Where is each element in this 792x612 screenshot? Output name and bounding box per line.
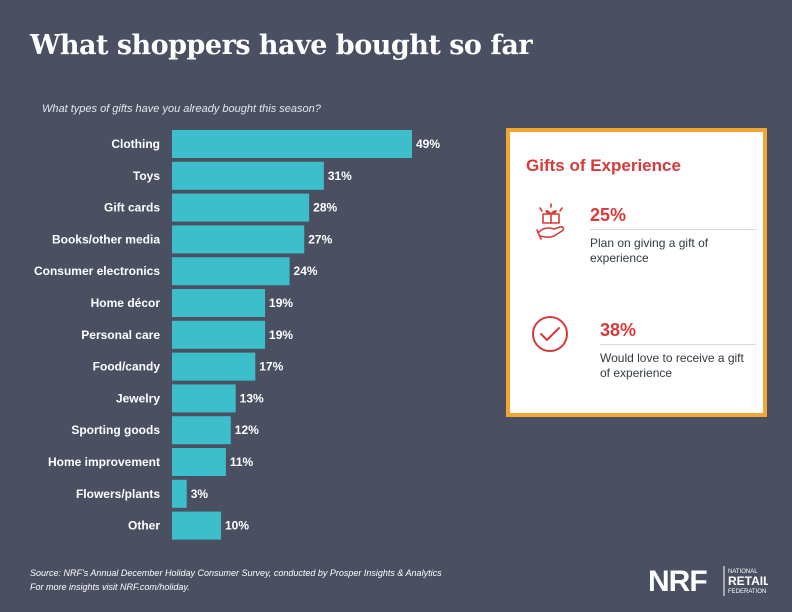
value-label: 10% [225, 519, 249, 533]
category-label: Flowers/plants [76, 487, 160, 501]
check-circle-icon [532, 316, 568, 352]
category-label: Gift cards [104, 201, 160, 215]
bar [172, 448, 226, 476]
bar [172, 257, 290, 286]
source-link-line[interactable]: For more insights visit NRF.com/holiday. [30, 582, 190, 592]
value-label: 49% [416, 137, 440, 151]
stat-description: Plan on giving a gift of experience [590, 236, 709, 265]
value-label: 12% [235, 423, 259, 437]
category-label: Toys [133, 169, 160, 183]
source-note: Source: NRF's Annual December Holiday Co… [30, 566, 442, 594]
bar [172, 289, 266, 317]
nrf-logo: NRF NATIONAL RETAIL FEDERATION [648, 565, 768, 598]
bar [172, 416, 231, 445]
category-label: Jewelry [116, 391, 160, 405]
source-line: Source: NRF's Annual December Holiday Co… [30, 568, 442, 578]
category-label: Personal care [81, 328, 160, 342]
value-label: 17% [259, 360, 283, 374]
chart-subtitle: What types of gifts have you already bou… [42, 103, 321, 115]
divider [590, 229, 756, 230]
category-label: Home improvement [48, 455, 160, 469]
value-label: 3% [191, 487, 209, 501]
divider [600, 344, 756, 345]
bar [172, 161, 324, 190]
value-label: 27% [308, 232, 332, 246]
svg-text:NRF: NRF [648, 565, 707, 598]
stat-giving: 25% Plan on giving a gift of experience [590, 205, 756, 266]
value-label: 11% [230, 455, 254, 469]
stat-description: Would love to receive a gift of experien… [600, 351, 744, 380]
category-label: Food/candy [93, 360, 161, 374]
chart-title: What shoppers have bought so far [30, 30, 533, 61]
stat-receiving: 38% Would love to receive a gift of expe… [600, 320, 756, 381]
bar [172, 193, 310, 222]
value-label: 13% [240, 391, 264, 405]
bar-chart: Clothing 49% Toys 31% Gift cards 28% Books/oth… [34, 130, 440, 540]
bar [172, 320, 266, 349]
category-label: Books/other media [52, 232, 160, 246]
experience-panel: Gifts of Experience 25% Plan on giving a… [506, 128, 767, 417]
bar [172, 130, 412, 158]
stat-value: 25% [590, 205, 627, 225]
bar [172, 384, 236, 413]
gift-hand-icon [536, 203, 565, 240]
stat-value: 38% [600, 320, 637, 340]
svg-text:FEDERATION: FEDERATION [728, 589, 766, 595]
svg-text:NATIONAL: NATIONAL [728, 569, 758, 575]
value-label: 19% [269, 296, 293, 310]
category-label: Consumer electronics [34, 264, 160, 278]
category-label: Home décor [91, 296, 161, 310]
category-label: Other [128, 519, 160, 533]
svg-text:RETAIL: RETAIL [728, 574, 768, 588]
value-label: 19% [269, 328, 293, 342]
category-label: Clothing [111, 137, 160, 151]
category-label: Sporting goods [71, 423, 160, 437]
value-label: 24% [294, 264, 318, 278]
bar [172, 511, 221, 540]
panel-title: Gifts of Experience [526, 156, 681, 175]
value-label: 28% [313, 201, 337, 215]
bar [172, 225, 305, 254]
value-label: 31% [328, 169, 352, 183]
bar [172, 479, 187, 508]
bar [172, 352, 256, 381]
